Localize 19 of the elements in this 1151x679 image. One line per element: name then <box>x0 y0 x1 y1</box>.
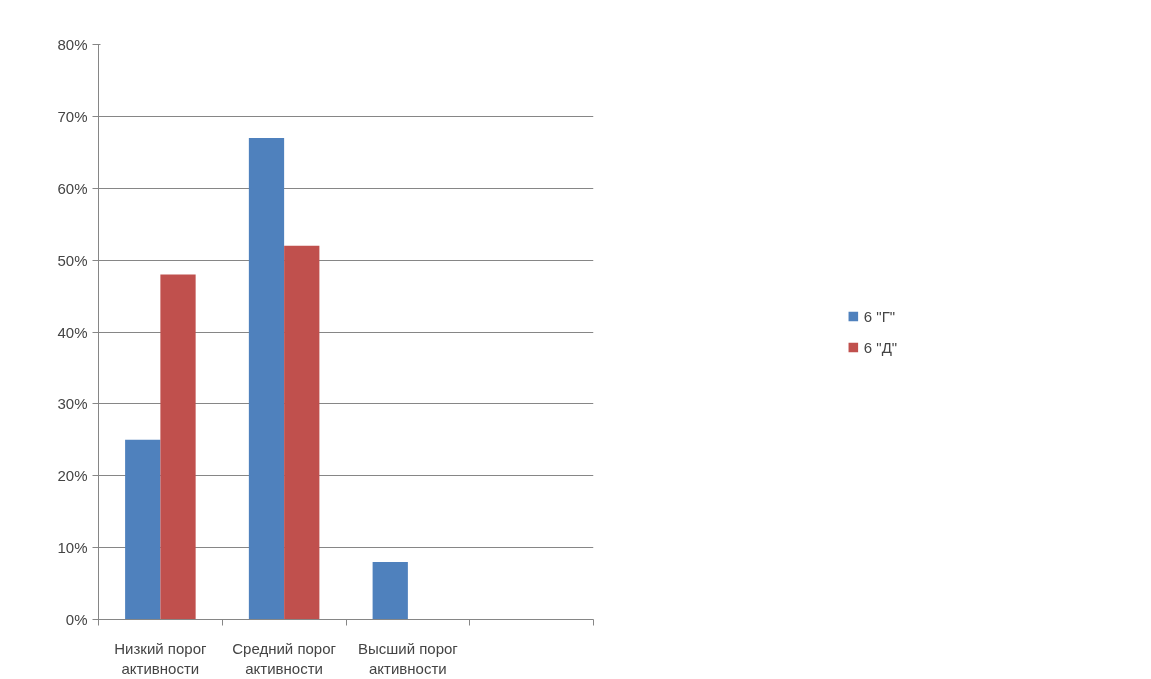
bar <box>372 562 408 620</box>
y-tick-label: 20% <box>57 467 88 485</box>
y-tick-label: 0% <box>65 611 88 628</box>
y-tick-label: 10% <box>57 539 88 557</box>
legend-label: 6 "Г" <box>863 307 896 325</box>
bar <box>284 245 320 620</box>
y-tick-label: 30% <box>57 395 88 413</box>
x-tick-label: Высший порог активности <box>357 639 459 677</box>
bar <box>160 274 196 620</box>
y-tick-label: 80% <box>57 36 88 53</box>
x-tick-label: Низкий порог активности <box>114 639 207 677</box>
bar <box>248 137 285 620</box>
bar <box>125 439 161 620</box>
y-tick-label: 70% <box>57 107 88 125</box>
legend-label: 6 "Д" <box>863 338 898 356</box>
y-tick-label: 60% <box>57 179 88 197</box>
x-tick-label: Средний порог активности <box>232 639 337 677</box>
y-tick-label: 50% <box>57 251 88 269</box>
y-tick-label: 40% <box>57 323 88 341</box>
